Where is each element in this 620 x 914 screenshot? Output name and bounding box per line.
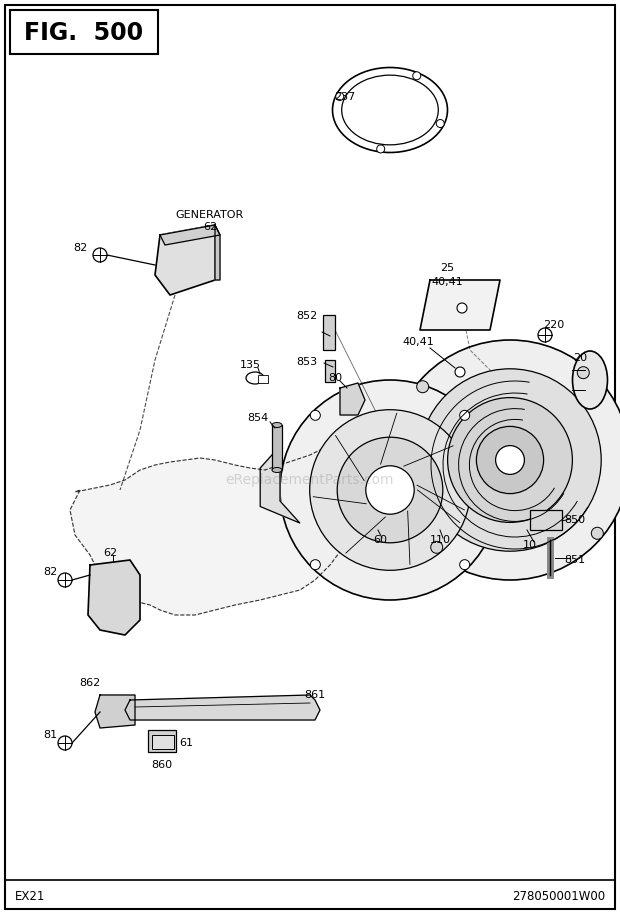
- Bar: [325, 360, 335, 382]
- Circle shape: [457, 303, 467, 313]
- Circle shape: [337, 437, 443, 543]
- Circle shape: [418, 369, 601, 551]
- Circle shape: [366, 466, 414, 515]
- Polygon shape: [125, 695, 320, 720]
- Text: 60: 60: [373, 535, 387, 545]
- Ellipse shape: [272, 467, 282, 473]
- Polygon shape: [260, 446, 300, 523]
- Text: 860: 860: [151, 760, 172, 770]
- Circle shape: [310, 409, 471, 570]
- Polygon shape: [70, 450, 360, 615]
- Text: 135: 135: [239, 360, 260, 370]
- Circle shape: [311, 559, 321, 569]
- Bar: [10, 10, 158, 54]
- Circle shape: [591, 527, 603, 539]
- Circle shape: [311, 410, 321, 420]
- Circle shape: [495, 446, 525, 474]
- Ellipse shape: [246, 372, 264, 384]
- Text: 862: 862: [79, 678, 100, 688]
- Circle shape: [436, 120, 445, 128]
- Polygon shape: [160, 225, 220, 245]
- Text: 854: 854: [247, 413, 268, 423]
- Polygon shape: [215, 225, 220, 280]
- Circle shape: [58, 573, 72, 587]
- Bar: [272, 425, 282, 470]
- Circle shape: [93, 248, 107, 262]
- Text: GENERATOR: GENERATOR: [176, 210, 244, 220]
- Bar: [152, 735, 174, 749]
- Circle shape: [459, 559, 470, 569]
- Bar: [258, 375, 268, 383]
- Text: 82: 82: [43, 567, 57, 577]
- Bar: [530, 510, 562, 530]
- Text: 61: 61: [179, 738, 193, 748]
- Text: 20: 20: [573, 353, 587, 363]
- Text: 40,41: 40,41: [431, 277, 463, 287]
- Circle shape: [417, 381, 428, 393]
- Circle shape: [459, 410, 470, 420]
- Text: 10: 10: [523, 540, 537, 550]
- Text: 110: 110: [430, 535, 451, 545]
- Ellipse shape: [572, 351, 608, 409]
- Text: 82: 82: [73, 243, 87, 253]
- Text: eReplacementParts.com: eReplacementParts.com: [226, 473, 394, 487]
- Polygon shape: [420, 280, 500, 330]
- Circle shape: [413, 72, 421, 80]
- Circle shape: [431, 541, 443, 553]
- Circle shape: [577, 367, 589, 378]
- Polygon shape: [155, 225, 215, 295]
- Circle shape: [476, 427, 544, 494]
- Polygon shape: [384, 418, 408, 502]
- Circle shape: [448, 398, 572, 523]
- Text: 62: 62: [203, 222, 217, 232]
- Circle shape: [538, 328, 552, 342]
- Ellipse shape: [332, 68, 448, 153]
- Ellipse shape: [342, 75, 438, 144]
- Text: 25: 25: [440, 263, 454, 273]
- Text: 861: 861: [304, 690, 326, 700]
- Ellipse shape: [272, 422, 282, 428]
- Text: 853: 853: [296, 357, 317, 367]
- Circle shape: [336, 92, 343, 101]
- Circle shape: [280, 380, 500, 600]
- Circle shape: [390, 340, 620, 580]
- Text: 40,41: 40,41: [402, 337, 434, 347]
- Text: 850: 850: [564, 515, 585, 525]
- Polygon shape: [340, 383, 365, 415]
- Text: 851: 851: [564, 555, 585, 565]
- Text: 237: 237: [334, 92, 356, 102]
- Text: 220: 220: [543, 320, 565, 330]
- Text: FIG.  500: FIG. 500: [24, 21, 144, 45]
- Bar: [323, 315, 335, 350]
- Circle shape: [377, 145, 385, 153]
- Text: 852: 852: [296, 311, 317, 321]
- Polygon shape: [95, 695, 135, 728]
- Circle shape: [58, 736, 72, 750]
- Text: 81: 81: [43, 730, 57, 740]
- Polygon shape: [88, 560, 140, 635]
- Circle shape: [455, 367, 465, 377]
- Text: 278050001W00: 278050001W00: [512, 889, 605, 902]
- Text: EX21: EX21: [15, 889, 45, 902]
- Text: 62: 62: [103, 548, 117, 558]
- Text: 80: 80: [328, 373, 342, 383]
- Bar: [148, 730, 176, 752]
